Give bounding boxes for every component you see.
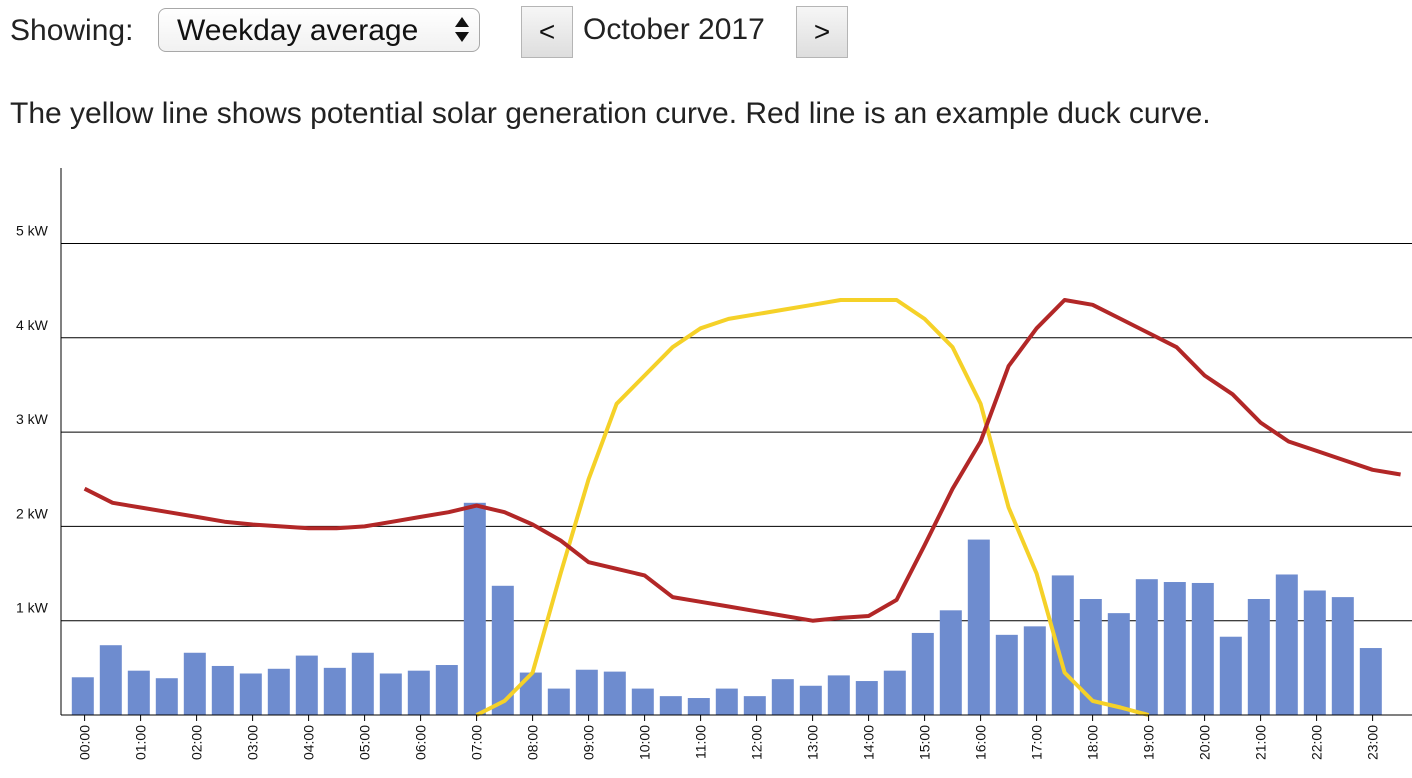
x-tick-label: 01:00: [133, 725, 149, 760]
bar-layer: [71, 502, 1382, 715]
x-tick-label: 03:00: [245, 725, 261, 760]
x-tick-label: 09:00: [581, 725, 597, 760]
x-tick-label: 15:00: [917, 725, 933, 760]
x-tick-label: 22:00: [1309, 725, 1325, 760]
usage-bar: [127, 670, 150, 715]
x-tick-label: 18:00: [1085, 725, 1101, 760]
usage-bar: [995, 634, 1018, 715]
usage-bar: [1331, 597, 1354, 715]
usage-bar: [687, 698, 710, 715]
x-tick-label: 20:00: [1197, 725, 1213, 760]
usage-bar: [1079, 598, 1102, 715]
usage-bar: [155, 678, 178, 715]
usage-bar: [771, 679, 794, 715]
usage-bar: [799, 685, 822, 715]
x-tick-label: 21:00: [1253, 725, 1269, 760]
y-tick-label: 5 kW: [16, 222, 49, 238]
x-tick-label: 14:00: [861, 725, 877, 760]
usage-bar: [519, 672, 542, 715]
usage-bar: [855, 681, 878, 715]
x-tick-label: 05:00: [357, 725, 373, 760]
usage-bar: [463, 502, 486, 715]
usage-bar: [351, 652, 374, 715]
x-tick-label: 12:00: [749, 725, 765, 760]
usage-bar: [1303, 590, 1326, 715]
line-layer: [83, 298, 1401, 717]
usage-bar: [1359, 648, 1382, 715]
usage-bar: [967, 539, 990, 715]
usage-bar: [379, 673, 402, 715]
y-tick-label: 1 kW: [16, 600, 49, 616]
usage-bar: [603, 671, 626, 715]
usage-bar: [575, 669, 598, 715]
previous-month-button[interactable]: <: [521, 6, 573, 58]
usage-bar: [1107, 613, 1130, 715]
x-tick-label: 16:00: [973, 725, 989, 760]
x-tick-label: 10:00: [637, 725, 653, 760]
controls-bar: Showing: Weekday average < October 2017 …: [10, 6, 870, 58]
usage-bar: [547, 688, 570, 715]
view-mode-select-value: Weekday average: [177, 14, 419, 47]
usage-bar: [71, 677, 94, 715]
usage-bar: [631, 688, 654, 715]
usage-bar: [211, 665, 234, 715]
usage-chart: 1 kW 2 kW 3 kW 4 kW 5 kW 00:00 01:00 02:00 03:00…: [16, 168, 1412, 760]
showing-label: Showing:: [10, 14, 134, 47]
usage-bar: [883, 670, 906, 715]
next-month-button[interactable]: >: [796, 6, 848, 58]
usage-bar: [659, 696, 682, 715]
usage-bar: [1219, 636, 1242, 715]
x-tick-label: 19:00: [1141, 725, 1157, 760]
usage-bar: [239, 673, 262, 715]
usage-bar: [715, 688, 738, 715]
usage-bar: [1275, 574, 1298, 715]
x-tick-label: 04:00: [301, 725, 317, 760]
y-tick-label: 4 kW: [16, 317, 49, 333]
usage-bar: [1135, 579, 1158, 715]
axis-layer: 1 kW 2 kW 3 kW 4 kW 5 kW 00:00 01:00 02:00 03:00…: [16, 168, 1412, 760]
duck-curve-line: [83, 298, 1401, 623]
x-tick-label: 17:00: [1029, 725, 1045, 760]
usage-bar: [827, 675, 850, 715]
x-tick-label: 11:00: [693, 725, 709, 759]
x-tick-label: 00:00: [77, 725, 93, 760]
usage-bar: [1247, 598, 1270, 715]
x-tick-label: 02:00: [189, 725, 205, 760]
month-label: October 2017: [583, 13, 765, 46]
usage-bar: [295, 655, 318, 715]
usage-bar: [939, 610, 962, 715]
x-tick-label: 23:00: [1365, 725, 1381, 760]
x-tick-label: 13:00: [805, 725, 821, 760]
grid-layer: [61, 242, 1412, 622]
updown-arrows-icon: [455, 17, 469, 42]
usage-bar: [743, 696, 766, 715]
solar-curve-line: [475, 298, 1150, 717]
x-tick-label: 06:00: [413, 725, 429, 760]
chart-description: The yellow line shows potential solar ge…: [10, 97, 1211, 130]
usage-bar: [1191, 582, 1214, 715]
usage-bar: [183, 652, 206, 715]
view-mode-select[interactable]: Weekday average: [158, 8, 480, 52]
usage-bar: [1023, 626, 1046, 715]
usage-bar: [99, 645, 122, 715]
y-tick-label: 3 kW: [16, 411, 49, 427]
usage-bar: [491, 585, 514, 715]
x-tick-label: 08:00: [525, 725, 541, 760]
usage-bar: [1163, 582, 1186, 715]
usage-bar: [911, 632, 934, 715]
usage-bar: [407, 670, 430, 715]
x-tick-label: 07:00: [469, 725, 485, 760]
usage-bar: [267, 668, 290, 715]
usage-bar: [435, 665, 458, 715]
usage-bar: [323, 667, 346, 715]
y-tick-label: 2 kW: [16, 505, 49, 521]
usage-bar: [1051, 575, 1074, 715]
